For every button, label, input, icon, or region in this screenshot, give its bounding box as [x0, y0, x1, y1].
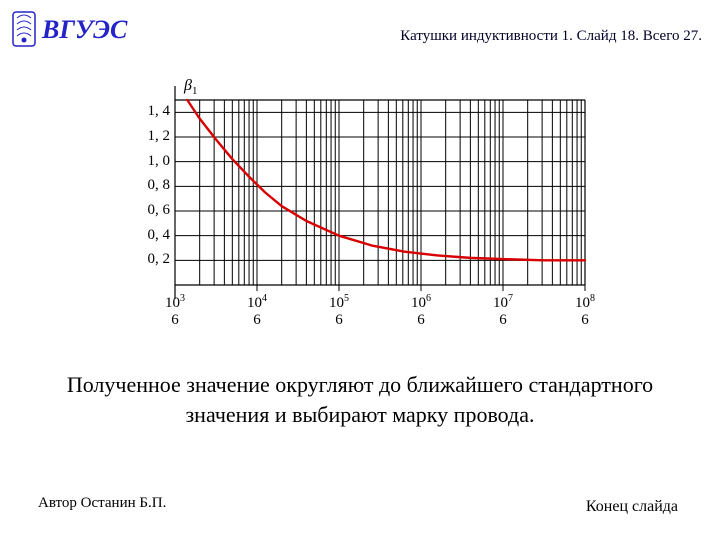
y-axis-title: β1	[184, 77, 197, 97]
y-tick-label: 0, 6	[130, 202, 170, 219]
x-tick-label: 1066	[401, 293, 441, 330]
x-tick-label: 1036	[155, 293, 195, 330]
chart-svg	[125, 80, 595, 340]
logo: ВГУЭС	[10, 10, 127, 50]
x-tick-label: 1086	[565, 293, 605, 330]
slide-info: Катушки индуктивности 1. Слайд 18. Всего…	[400, 28, 702, 45]
x-tick-label: 1076	[483, 293, 523, 330]
x-tick-label: 1056	[319, 293, 359, 330]
y-tick-label: 1, 4	[130, 103, 170, 120]
y-tick-label: 1, 0	[130, 153, 170, 170]
x-tick-label: 1046	[237, 293, 277, 330]
slide-end-label: Конец слайда	[586, 498, 678, 516]
y-tick-label: 1, 2	[130, 128, 170, 145]
logo-crest-icon	[10, 10, 38, 50]
y-tick-label: 0, 2	[130, 251, 170, 268]
y-tick-label: 0, 8	[130, 177, 170, 194]
y-tick-label: 0, 4	[130, 227, 170, 244]
beta-chart: 0, 2 0, 4 0, 6 0, 8 1, 0 1, 2 1, 4 1036 1046 105…	[125, 80, 595, 340]
author-label: Автор Останин Б.П.	[38, 495, 166, 512]
body-text: Полученное значение округляют до ближайш…	[60, 370, 660, 429]
logo-text: ВГУЭС	[42, 15, 127, 45]
